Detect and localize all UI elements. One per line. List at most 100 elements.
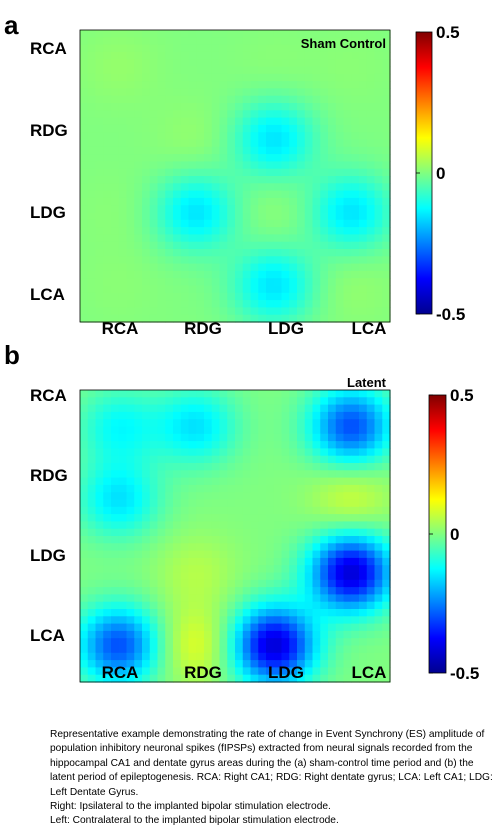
heatmap-cell — [235, 176, 244, 184]
heatmap-cell — [157, 117, 166, 126]
heatmap-cell — [111, 161, 120, 170]
heatmap-cell — [87, 521, 97, 530]
heatmap-cell — [142, 404, 151, 413]
heatmap-cell — [157, 492, 166, 501]
heatmap-cell — [235, 44, 244, 53]
heatmap-cell — [235, 59, 244, 68]
heatmap-cell — [173, 543, 182, 552]
heatmap-cell — [180, 448, 190, 457]
heatmap-cell — [328, 484, 337, 493]
heatmap-cell — [242, 477, 252, 486]
heatmap-cell — [328, 543, 337, 552]
heatmap-cell — [273, 419, 283, 428]
heatmap-cell — [304, 470, 314, 479]
heatmap-cell — [204, 154, 213, 162]
heatmap-cell — [250, 241, 259, 250]
heatmap-cell — [111, 66, 120, 75]
heatmap-cell — [188, 397, 197, 406]
heatmap-cell — [258, 81, 267, 89]
heatmap-cell — [335, 543, 345, 552]
heatmap-cell — [118, 314, 128, 323]
heatmap-cell — [173, 263, 182, 272]
heatmap-cell — [134, 292, 143, 301]
heatmap-cell — [297, 44, 306, 53]
heatmap-cell — [374, 139, 383, 148]
heatmap-cell — [219, 30, 228, 38]
heatmap-cell — [142, 419, 151, 428]
heatmap-cell — [374, 645, 383, 654]
heatmap-cell — [111, 285, 120, 294]
heatmap-cell — [328, 397, 337, 406]
heatmap-cell — [227, 609, 236, 617]
heatmap-cell — [196, 484, 205, 493]
heatmap-cell — [118, 557, 128, 566]
heatmap-cell — [134, 536, 143, 544]
heatmap-cell — [118, 103, 128, 111]
heatmap-cell — [103, 557, 112, 566]
heatmap-cell — [149, 623, 159, 632]
heatmap-cell — [227, 270, 236, 279]
heatmap-cell — [351, 550, 360, 559]
heatmap-cell — [80, 579, 89, 588]
heatmap-cell — [196, 88, 205, 97]
heatmap-cell — [180, 660, 190, 668]
heatmap-cell — [366, 270, 376, 279]
heatmap-cell — [80, 484, 89, 493]
heatmap-cell — [126, 390, 135, 398]
heatmap-cell — [142, 227, 151, 235]
heatmap-cell — [111, 609, 120, 617]
colorbar-tick-label: 0.5 — [436, 23, 460, 42]
heatmap-cell — [242, 51, 252, 60]
heatmap-cell — [366, 292, 376, 301]
heatmap-cell — [95, 587, 104, 595]
heatmap-cell — [312, 59, 321, 68]
heatmap-cell — [219, 154, 228, 162]
heatmap-cell — [149, 249, 159, 257]
heatmap-cell — [111, 433, 120, 442]
heatmap-cell — [382, 609, 391, 617]
heatmap-cell — [95, 249, 104, 257]
heatmap-cell — [142, 241, 151, 250]
heatmap-cell — [258, 249, 267, 257]
heatmap-cell — [266, 638, 275, 647]
heatmap-cell — [366, 110, 376, 119]
caption-main: Representative example demonstrating the… — [50, 729, 493, 798]
heatmap-cell — [196, 448, 205, 457]
heatmap-cell — [328, 110, 337, 119]
heatmap-cell — [242, 550, 252, 559]
heatmap-cell — [289, 572, 298, 581]
heatmap-cell — [188, 132, 197, 141]
heatmap-cell — [173, 73, 182, 82]
heatmap-cell — [235, 249, 244, 257]
heatmap-cell — [87, 623, 97, 632]
heatmap-cell — [126, 565, 135, 574]
heatmap-cell — [273, 132, 283, 141]
heatmap-cell — [157, 652, 166, 661]
heatmap-cell — [273, 528, 283, 537]
heatmap-cell — [382, 161, 391, 170]
heatmap-cell — [320, 419, 329, 428]
heatmap-cell — [180, 30, 190, 38]
heatmap-cell — [343, 30, 352, 38]
heatmap-cell — [180, 44, 190, 53]
heatmap-cell — [289, 285, 298, 294]
heatmap-cell — [382, 448, 391, 457]
heatmap-cell — [126, 117, 135, 126]
heatmap-cell — [258, 499, 267, 508]
heatmap-cell — [312, 37, 321, 46]
heatmap-cell — [111, 81, 120, 89]
heatmap-cell — [95, 307, 104, 316]
heatmap-cell — [180, 455, 190, 464]
heatmap-cell — [304, 463, 314, 471]
heatmap-cell — [188, 652, 197, 661]
heatmap-cell — [351, 124, 360, 133]
heatmap-cell — [103, 59, 112, 68]
heatmap-cell — [126, 205, 135, 214]
heatmap-cell — [335, 88, 345, 97]
heatmap-cell — [173, 536, 182, 544]
heatmap-cell — [335, 300, 345, 308]
heatmap-cell — [382, 390, 391, 398]
x-tick-label: RCA — [102, 663, 139, 682]
heatmap-cell — [173, 645, 182, 654]
heatmap-cell — [328, 314, 337, 323]
